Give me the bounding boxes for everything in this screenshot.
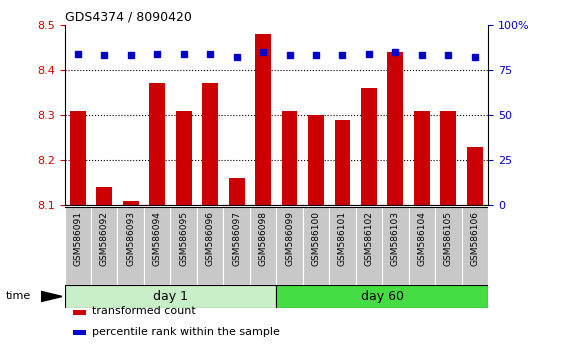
Bar <box>117 207 144 285</box>
Bar <box>282 110 297 205</box>
Text: GDS4374 / 8090420: GDS4374 / 8090420 <box>65 11 191 24</box>
Text: GSM586101: GSM586101 <box>338 211 347 266</box>
Bar <box>276 207 303 285</box>
Bar <box>65 285 276 308</box>
Bar <box>435 207 462 285</box>
Text: GSM586098: GSM586098 <box>259 211 268 266</box>
Text: GSM586095: GSM586095 <box>179 211 188 266</box>
Bar <box>176 110 191 205</box>
Bar <box>250 207 276 285</box>
Bar <box>73 330 86 335</box>
Text: GSM586099: GSM586099 <box>285 211 294 266</box>
Text: GSM586096: GSM586096 <box>206 211 215 266</box>
Bar <box>123 201 139 205</box>
Bar <box>329 207 356 285</box>
Bar <box>408 207 435 285</box>
Bar <box>462 207 488 285</box>
Text: GSM586103: GSM586103 <box>391 211 400 266</box>
Bar <box>382 207 408 285</box>
Text: GSM586093: GSM586093 <box>126 211 135 266</box>
Bar <box>171 207 197 285</box>
Bar <box>276 285 488 308</box>
Bar <box>388 52 403 205</box>
Polygon shape <box>41 291 62 302</box>
Bar <box>73 310 86 314</box>
Text: GSM586091: GSM586091 <box>73 211 82 266</box>
Bar <box>229 178 245 205</box>
Bar <box>467 147 483 205</box>
Text: day 1: day 1 <box>153 290 188 303</box>
Text: GSM586097: GSM586097 <box>232 211 241 266</box>
Bar <box>197 207 223 285</box>
Bar <box>334 120 351 205</box>
Bar <box>308 115 324 205</box>
Bar <box>70 110 86 205</box>
Bar <box>65 207 91 285</box>
Bar <box>96 187 112 205</box>
Bar <box>202 84 218 205</box>
Bar <box>149 84 165 205</box>
Text: time: time <box>6 291 31 302</box>
Bar <box>361 88 377 205</box>
Bar <box>144 207 171 285</box>
Text: day 60: day 60 <box>361 290 404 303</box>
Text: GSM586094: GSM586094 <box>153 211 162 266</box>
Text: GSM586100: GSM586100 <box>311 211 320 266</box>
Bar <box>440 110 456 205</box>
Text: GSM586102: GSM586102 <box>365 211 374 266</box>
Bar <box>255 34 271 205</box>
Bar <box>414 110 430 205</box>
Text: percentile rank within the sample: percentile rank within the sample <box>92 327 280 337</box>
Bar <box>356 207 382 285</box>
Bar <box>91 207 117 285</box>
Text: GSM586105: GSM586105 <box>444 211 453 266</box>
Bar <box>303 207 329 285</box>
Bar <box>223 207 250 285</box>
Text: GSM586104: GSM586104 <box>417 211 426 266</box>
Text: GSM586106: GSM586106 <box>470 211 479 266</box>
Text: transformed count: transformed count <box>92 306 196 316</box>
Text: GSM586092: GSM586092 <box>100 211 109 266</box>
